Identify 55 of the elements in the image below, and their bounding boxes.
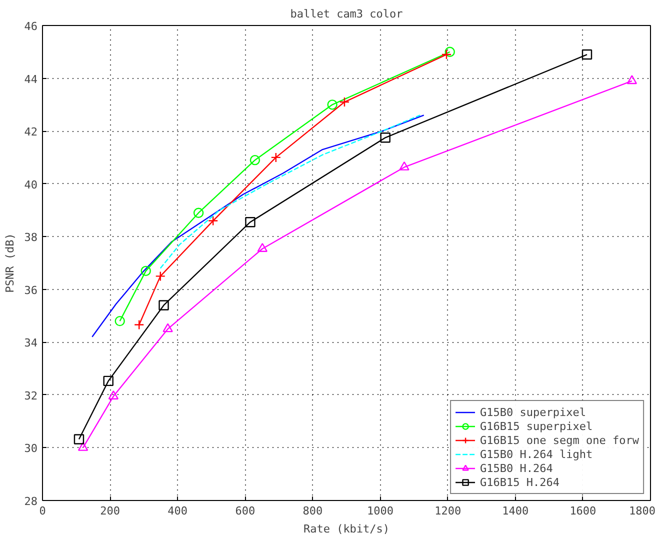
- legend-label: G15B0 H.264 light: [480, 447, 593, 461]
- x-axis-title: Rate (kbit/s): [303, 522, 390, 536]
- y-tick-label: 28: [24, 495, 38, 508]
- point: [399, 161, 410, 170]
- point: [626, 75, 638, 84]
- y-tick-label: 34: [24, 336, 38, 350]
- x-tick-label: 1000: [367, 504, 394, 518]
- y-tick-label: 42: [24, 126, 38, 139]
- x-tick-label: 0: [39, 504, 46, 518]
- point: [444, 46, 455, 57]
- point: [270, 152, 282, 163]
- y-axis-title: PSNR (dB): [3, 233, 16, 293]
- point: [74, 434, 84, 444]
- x-tick-label: 200: [100, 504, 120, 518]
- point: [441, 49, 452, 60]
- legend-label: G16B15 H.264: [480, 475, 560, 489]
- y-tick-label: 40: [24, 178, 38, 192]
- y-tick-label: 38: [24, 231, 38, 244]
- legend-label: G15B0 superpixel: [480, 405, 586, 419]
- x-tick-label: 1400: [502, 504, 529, 518]
- line-series: [160, 114, 421, 269]
- legend-label: G16B15 superpixel: [480, 419, 593, 433]
- point: [380, 132, 390, 143]
- point: [245, 216, 256, 228]
- x-tick-label: 1800: [629, 504, 656, 518]
- point: [250, 154, 260, 166]
- legend-label: G16B15 one segm one forw: [480, 433, 639, 447]
- point: [257, 242, 268, 252]
- y-tick-label: 46: [24, 20, 38, 33]
- legend-label: G15B0 H.264: [480, 461, 553, 475]
- point: [140, 266, 151, 276]
- point: [193, 208, 204, 218]
- point: [582, 49, 592, 60]
- x-tick-label: 800: [302, 504, 323, 518]
- point: [158, 300, 169, 310]
- point: [155, 271, 166, 282]
- point: [114, 316, 125, 326]
- point: [108, 390, 119, 400]
- point: [103, 376, 114, 386]
- point: [208, 216, 218, 226]
- x-tick-label: 1200: [434, 504, 462, 518]
- point: [162, 323, 173, 332]
- point: [134, 320, 144, 330]
- line-series: [92, 114, 424, 338]
- point: [78, 442, 88, 451]
- x-tick-label: 1600: [570, 504, 596, 518]
- x-tick-label: 600: [235, 504, 256, 518]
- x-tick-label: 400: [168, 504, 188, 518]
- y-tick-label: 36: [24, 284, 38, 297]
- y-tick-label: 30: [24, 442, 38, 456]
- point: [339, 96, 350, 108]
- chart-title: ballet cam3 color: [290, 8, 404, 20]
- point: [327, 100, 338, 110]
- y-tick-label: 44: [24, 72, 38, 86]
- y-tick-label: 32: [24, 389, 38, 402]
